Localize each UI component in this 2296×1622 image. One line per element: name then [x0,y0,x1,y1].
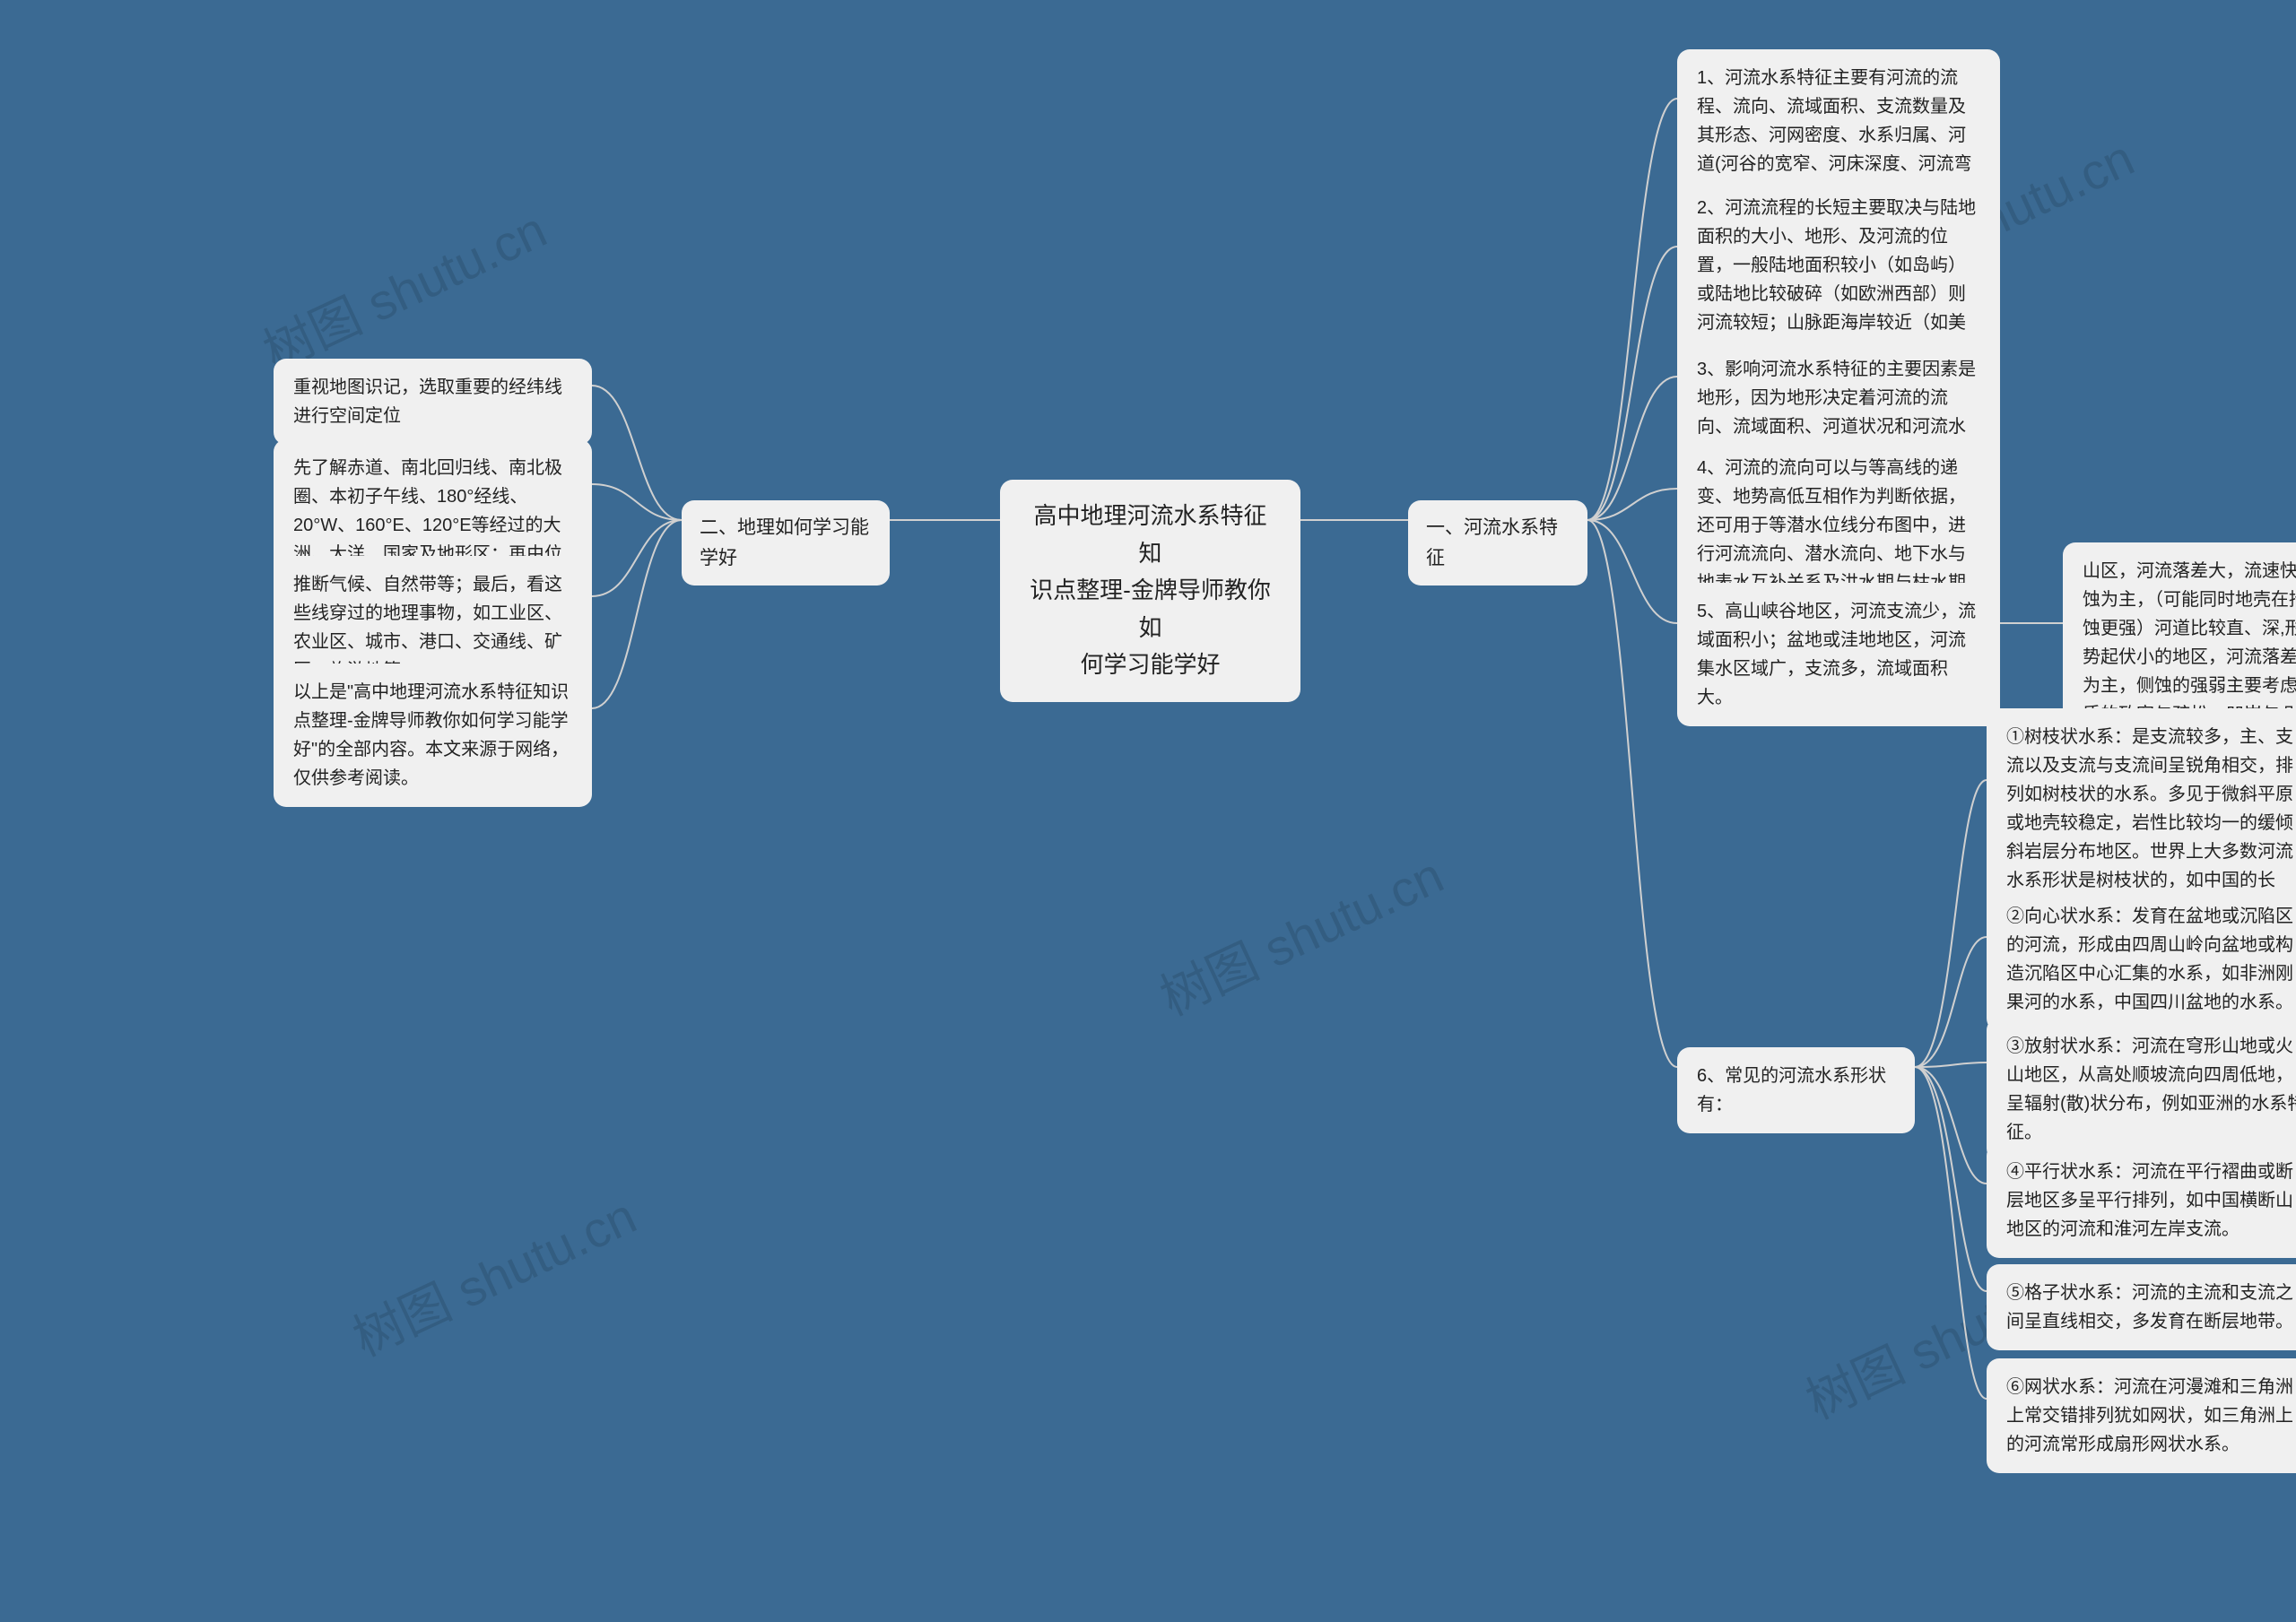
branch-left: 二、地理如何学习能学好 [682,500,890,585]
branch-left-label: 二、地理如何学习能学好 [700,517,869,568]
branch-right-label: 一、河流水系特征 [1426,517,1558,568]
right-child-6-text: 6、常见的河流水系形状有： [1697,1066,1886,1115]
right-child-6-sub-2: ②向心状水系：发育在盆地或沉陷区的河流，形成由四周山岭向盆地或构造沉陷区中心汇集… [1987,888,2296,1031]
left-child-4: 以上是"高中地理河流水系特征知识点整理-金牌导师教你如何学习能学好"的全部内容。… [274,664,592,807]
left-child-1-text: 重视地图识记，选取重要的经纬线进行空间定位 [293,377,562,426]
branch-right: 一、河流水系特征 [1408,500,1587,585]
right-child-6-sub-4: ④平行状水系：河流在平行褶曲或断层地区多呈平行排列，如中国横断山地区的河流和淮河… [1987,1143,2296,1258]
right-child-5: 5、高山峡谷地区，河流支流少，流域面积小；盆地或洼地地区，河流集水区域广，支流多… [1677,583,2000,726]
right-child-6-sub-5: ⑤格子状水系：河流的主流和支流之间呈直线相交，多发育在断层地带。 [1987,1264,2296,1350]
left-child-1: 重视地图识记，选取重要的经纬线进行空间定位 [274,359,592,445]
right-child-6-sub-6: ⑥网状水系：河流在河漫滩和三角洲上常交错排列犹如网状，如三角洲上的河流常形成扇形… [1987,1358,2296,1473]
root-label: 高中地理河流水系特征知识点整理-金牌导师教你如何学习能学好 [1030,502,1271,678]
right-child-6-sub-3: ③放射状水系：河流在穹形山地或火山地区，从高处顺坡流向四周低地，呈辐射(散)状分… [1987,1018,2296,1161]
right-child-6-sub-3-text: ③放射状水系：河流在穹形山地或火山地区，从高处顺坡流向四周低地，呈辐射(散)状分… [2006,1037,2296,1142]
left-child-4-text: 以上是"高中地理河流水系特征知识点整理-金牌导师教你如何学习能学好"的全部内容。… [293,682,569,788]
watermark: 树图 shutu.cn [340,1176,647,1371]
right-child-6-sub-5-text: ⑤格子状水系：河流的主流和支流之间呈直线相交，多发育在断层地带。 [2006,1283,2293,1331]
watermark: 树图 shutu.cn [250,190,557,385]
right-child-6-sub-4-text: ④平行状水系：河流在平行褶曲或断层地区多呈平行排列，如中国横断山地区的河流和淮河… [2006,1162,2293,1239]
root-node: 高中地理河流水系特征知识点整理-金牌导师教你如何学习能学好 [1000,480,1300,702]
right-child-6-sub-2-text: ②向心状水系：发育在盆地或沉陷区的河流，形成由四周山岭向盆地或构造沉陷区中心汇集… [2006,906,2293,1012]
right-child-5-text: 5、高山峡谷地区，河流支流少，流域面积小；盆地或洼地地区，河流集水区域广，支流多… [1697,602,1976,707]
right-child-6-sub-6-text: ⑥网状水系：河流在河漫滩和三角洲上常交错排列犹如网状，如三角洲上的河流常形成扇形… [2006,1377,2293,1454]
watermark: 树图 shutu.cn [1147,836,1454,1030]
right-child-6: 6、常见的河流水系形状有： [1677,1047,1915,1133]
